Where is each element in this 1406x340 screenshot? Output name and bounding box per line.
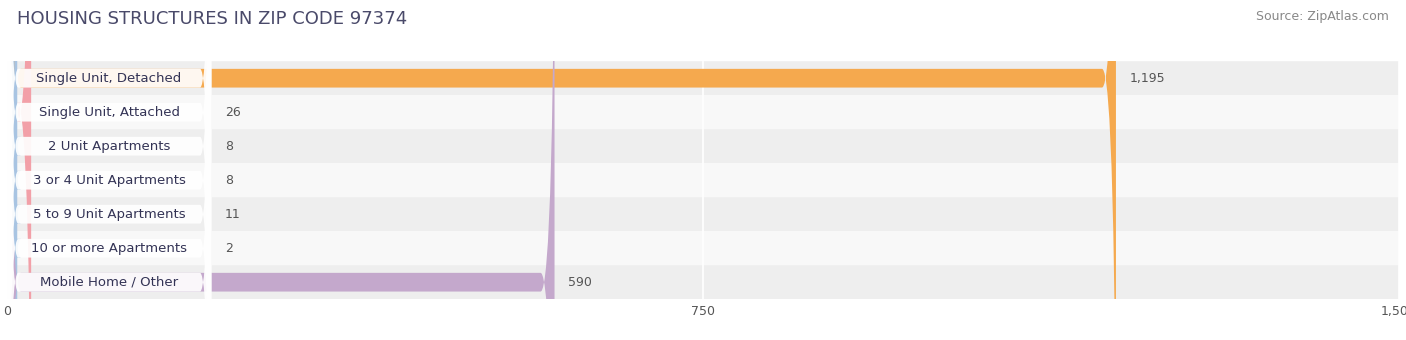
Text: Source: ZipAtlas.com: Source: ZipAtlas.com [1256,10,1389,23]
FancyBboxPatch shape [0,0,21,340]
FancyBboxPatch shape [7,95,1399,129]
FancyBboxPatch shape [7,0,31,340]
FancyBboxPatch shape [7,0,211,340]
Text: 3 or 4 Unit Apartments: 3 or 4 Unit Apartments [32,174,186,187]
FancyBboxPatch shape [3,0,21,340]
FancyBboxPatch shape [7,0,211,340]
Text: 5 to 9 Unit Apartments: 5 to 9 Unit Apartments [32,208,186,221]
FancyBboxPatch shape [0,0,21,340]
FancyBboxPatch shape [7,129,1399,163]
Text: Single Unit, Detached: Single Unit, Detached [37,72,181,85]
Text: Single Unit, Attached: Single Unit, Attached [38,106,180,119]
FancyBboxPatch shape [7,163,1399,197]
Text: 11: 11 [225,208,240,221]
FancyBboxPatch shape [7,0,211,340]
Text: HOUSING STRUCTURES IN ZIP CODE 97374: HOUSING STRUCTURES IN ZIP CODE 97374 [17,10,408,28]
Text: 1,195: 1,195 [1130,72,1166,85]
Text: 2 Unit Apartments: 2 Unit Apartments [48,140,170,153]
FancyBboxPatch shape [7,0,211,340]
Text: 26: 26 [225,106,240,119]
FancyBboxPatch shape [7,0,211,340]
FancyBboxPatch shape [0,0,21,340]
Text: 10 or more Apartments: 10 or more Apartments [31,242,187,255]
FancyBboxPatch shape [7,0,211,340]
FancyBboxPatch shape [7,265,1399,299]
Text: Mobile Home / Other: Mobile Home / Other [39,276,179,289]
FancyBboxPatch shape [7,0,554,340]
FancyBboxPatch shape [7,0,1116,340]
Text: 8: 8 [225,174,233,187]
Text: 590: 590 [568,276,592,289]
Text: 8: 8 [225,140,233,153]
FancyBboxPatch shape [7,231,1399,265]
Text: 2: 2 [225,242,233,255]
FancyBboxPatch shape [7,61,1399,95]
FancyBboxPatch shape [7,197,1399,231]
FancyBboxPatch shape [7,0,211,340]
